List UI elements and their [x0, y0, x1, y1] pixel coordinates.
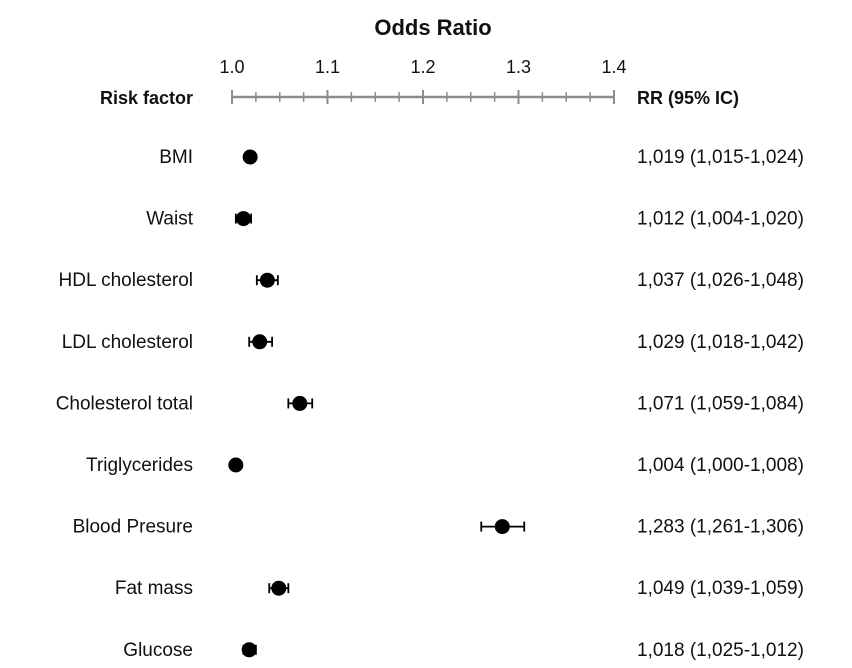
row-label: Waist: [146, 209, 194, 230]
rr-ci-text: 1,071 (1,059-1,084): [637, 393, 804, 414]
odds-ratio-point: [252, 334, 268, 350]
row-label: BMI: [159, 147, 193, 168]
odds-ratio-point: [235, 211, 251, 227]
forest-row: Triglycerides 1,004 (1,000-1,008): [86, 455, 804, 476]
rr-ci-text: 1,037 (1,026-1,048): [637, 270, 804, 291]
odds-ratio-point: [271, 580, 287, 596]
forest-row: Fat mass 1,049 (1,039-1,059): [115, 578, 804, 599]
row-label: Blood Presure: [73, 517, 193, 538]
row-label: LDL cholesterol: [62, 332, 193, 353]
rr-ci-text: 1,018 (1,025-1,012): [637, 640, 804, 661]
forest-row: BMI 1,019 (1,015-1,024): [159, 147, 804, 168]
x-tick-label: 1.0: [219, 57, 244, 77]
row-label: Triglycerides: [86, 455, 193, 476]
forest-row: Blood Presure 1,283 (1,261-1,306): [73, 517, 804, 538]
forest-row: HDL cholesterol 1,037 (1,026-1,048): [59, 270, 804, 291]
rr-ci-text: 1,283 (1,261-1,306): [637, 517, 804, 538]
rr-header: RR (95% IC): [637, 88, 739, 108]
forest-row: LDL cholesterol 1,029 (1,018-1,042): [62, 332, 804, 353]
row-label: Fat mass: [115, 578, 193, 599]
x-tick-label: 1.3: [506, 57, 531, 77]
row-label: Glucose: [123, 640, 193, 661]
odds-ratio-point: [494, 519, 510, 535]
x-tick-label: 1.1: [315, 57, 340, 77]
rr-ci-text: 1,049 (1,039-1,059): [637, 578, 804, 599]
forest-rows: BMI 1,019 (1,015-1,024) Waist 1,012 (1,004-…: [56, 147, 804, 661]
odds-ratio-point: [259, 272, 275, 288]
odds-ratio-point: [241, 642, 257, 658]
row-label: HDL cholesterol: [59, 270, 193, 291]
odds-ratio-point: [292, 395, 308, 411]
odds-ratio-point: [228, 457, 244, 473]
x-tick-label: 1.4: [601, 57, 626, 77]
x-tick-label: 1.2: [410, 57, 435, 77]
odds-ratio-point: [242, 149, 258, 165]
forest-row: Cholesterol total 1,071 (1,059-1,084): [56, 393, 804, 414]
rr-ci-text: 1,012 (1,004-1,020): [637, 209, 804, 230]
rr-ci-text: 1,019 (1,015-1,024): [637, 147, 804, 168]
rr-ci-text: 1,004 (1,000-1,008): [637, 455, 804, 476]
row-label: Cholesterol total: [56, 393, 193, 414]
forest-row: Waist 1,012 (1,004-1,020): [146, 209, 804, 230]
rr-ci-text: 1,029 (1,018-1,042): [637, 332, 804, 353]
forest-row: Glucose 1,018 (1,025-1,012): [123, 640, 804, 661]
risk-factor-header: Risk factor: [100, 88, 193, 108]
x-axis: 1.0 1.1 1.2 1.3 1.4: [219, 57, 627, 104]
chart-title: Odds Ratio: [374, 15, 491, 40]
